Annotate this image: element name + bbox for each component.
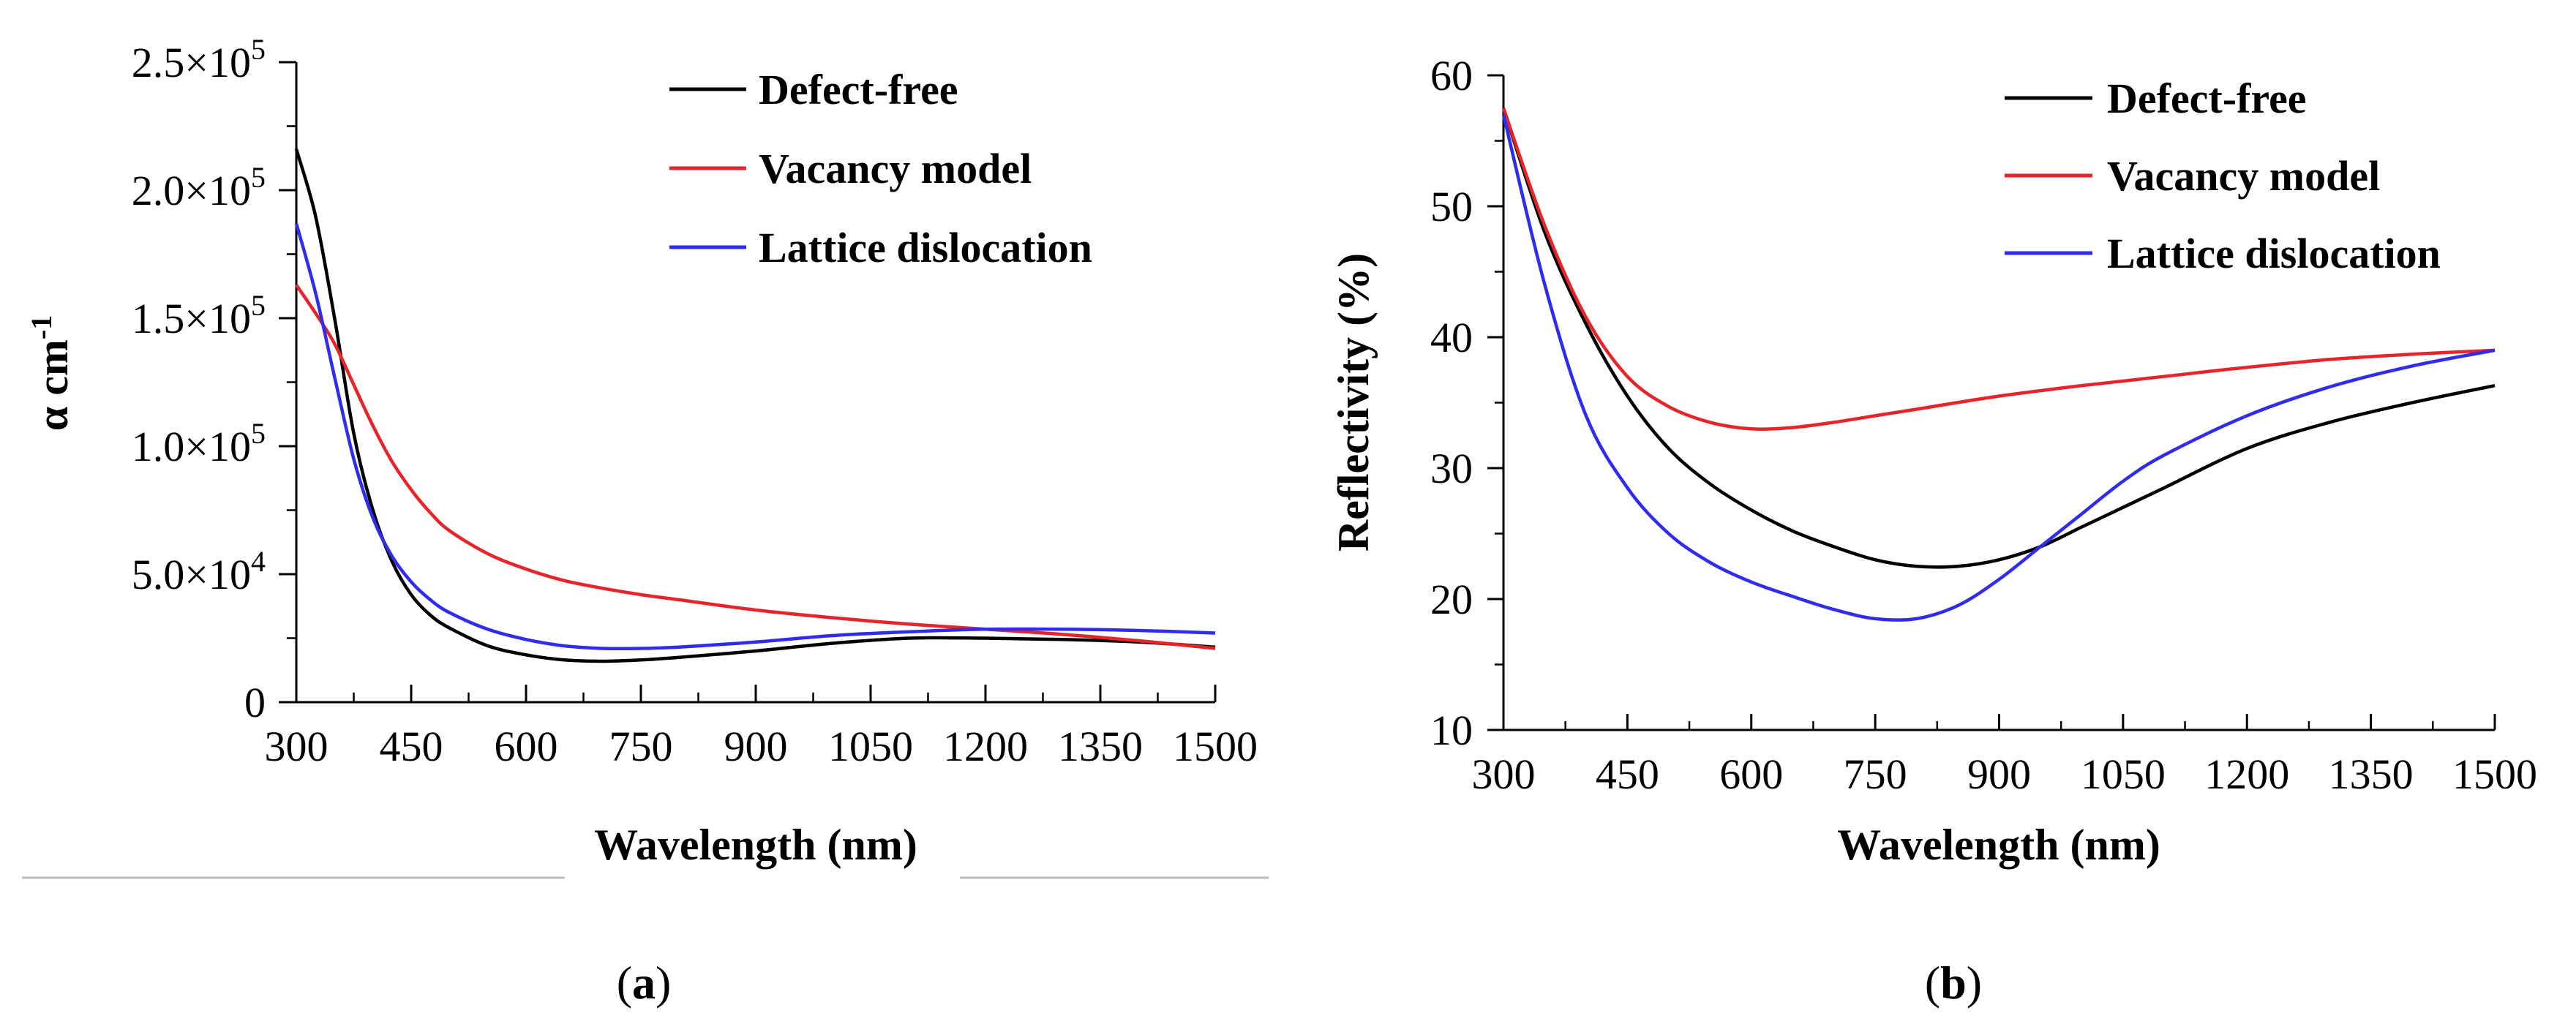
x-tick-label: 1500	[2452, 750, 2537, 798]
y-tick-exponent: 4	[251, 545, 266, 578]
y-tick-label: 0	[244, 679, 266, 726]
panel-label: (b)	[1925, 957, 1982, 1009]
y-axis-title: Reflectivity (%)	[1329, 253, 1378, 551]
panel-label: (a)	[617, 957, 672, 1009]
y-tick-label: 40	[1430, 314, 1473, 361]
x-axis-title: Wavelength (nm)	[1837, 821, 2160, 869]
y-tick-label: 20	[1430, 576, 1473, 623]
legend-label: Vacancy model	[759, 145, 1032, 192]
y-tick-label: 2.0×105	[132, 161, 266, 214]
y-tick-exponent: 5	[251, 289, 266, 322]
legend-label: Lattice dislocation	[2107, 230, 2441, 277]
series-line-defect-free	[294, 148, 1216, 663]
x-tick-label: 750	[1844, 750, 1907, 798]
y-tick-label: 2.5×105	[132, 33, 266, 86]
x-tick-label: 300	[1472, 750, 1536, 798]
legend-label: Defect-free	[759, 66, 958, 113]
y-tick-label: 30	[1430, 445, 1473, 492]
y-axis-title: α cm-1	[25, 315, 77, 431]
legend-label: Defect-free	[2107, 75, 2307, 122]
y-tick-label: 1.5×105	[132, 289, 266, 342]
y-tick-exponent: 5	[251, 161, 266, 194]
x-tick-label: 450	[1596, 750, 1659, 798]
y-tick-label: 5.0×104	[132, 545, 266, 598]
x-tick-label: 1050	[828, 723, 913, 770]
x-tick-label: 1200	[943, 723, 1028, 770]
panel-label-part: )	[656, 957, 671, 1009]
x-tick-label: 750	[609, 723, 673, 770]
y-tick-label: 1.0×105	[132, 417, 266, 470]
y-tick-label: 60	[1430, 52, 1473, 99]
panel-label-part: )	[1967, 957, 1982, 1009]
x-tick-label: 1050	[2081, 750, 2166, 798]
x-tick-label: 900	[724, 723, 788, 770]
x-tick-label: 600	[1719, 750, 1783, 798]
x-tick-label: 1350	[2329, 750, 2414, 798]
x-tick-label: 1500	[1173, 723, 1258, 770]
chart-panel-b: 300 450 600 750 900 1050 1200 1350 1500 10 20 30 40 5…	[1329, 52, 2537, 1009]
series-line-vacancy-model	[295, 284, 1216, 650]
x-tick-label: 600	[495, 723, 558, 770]
x-axis-title: Wavelength (nm)	[594, 821, 917, 869]
y-tick-label: 50	[1430, 183, 1473, 230]
x-tick-label: 1350	[1058, 723, 1143, 770]
series-line-lattice-dislocation	[294, 222, 1216, 651]
series-line-lattice-dislocation	[1501, 114, 2496, 622]
x-tick-label: 300	[265, 723, 328, 770]
legend-label: Vacancy model	[2107, 152, 2380, 200]
x-tick-label: 1200	[2204, 750, 2289, 798]
panel-label-part: (	[1925, 957, 1940, 1009]
panel-label-part: b	[1940, 957, 1967, 1009]
x-tick-label: 900	[1967, 750, 2031, 798]
y-tick-label: 10	[1430, 707, 1473, 754]
y-tick-exponent: 5	[251, 417, 266, 450]
series-line-defect-free	[1501, 108, 2496, 569]
y-axis-title-superscript: -1	[25, 315, 58, 339]
y-tick-exponent: 5	[251, 33, 266, 66]
chart-panel-a: 300 450 600 750 900 1050 1200 1350 1500 0 5.0×104 1…	[25, 33, 1258, 1009]
legend-label: Lattice dislocation	[759, 224, 1092, 271]
panel-label-part: a	[632, 957, 656, 1009]
series-line-vacancy-model	[1501, 108, 2496, 431]
x-tick-label: 450	[380, 723, 443, 770]
panel-label-part: (	[617, 957, 632, 1009]
